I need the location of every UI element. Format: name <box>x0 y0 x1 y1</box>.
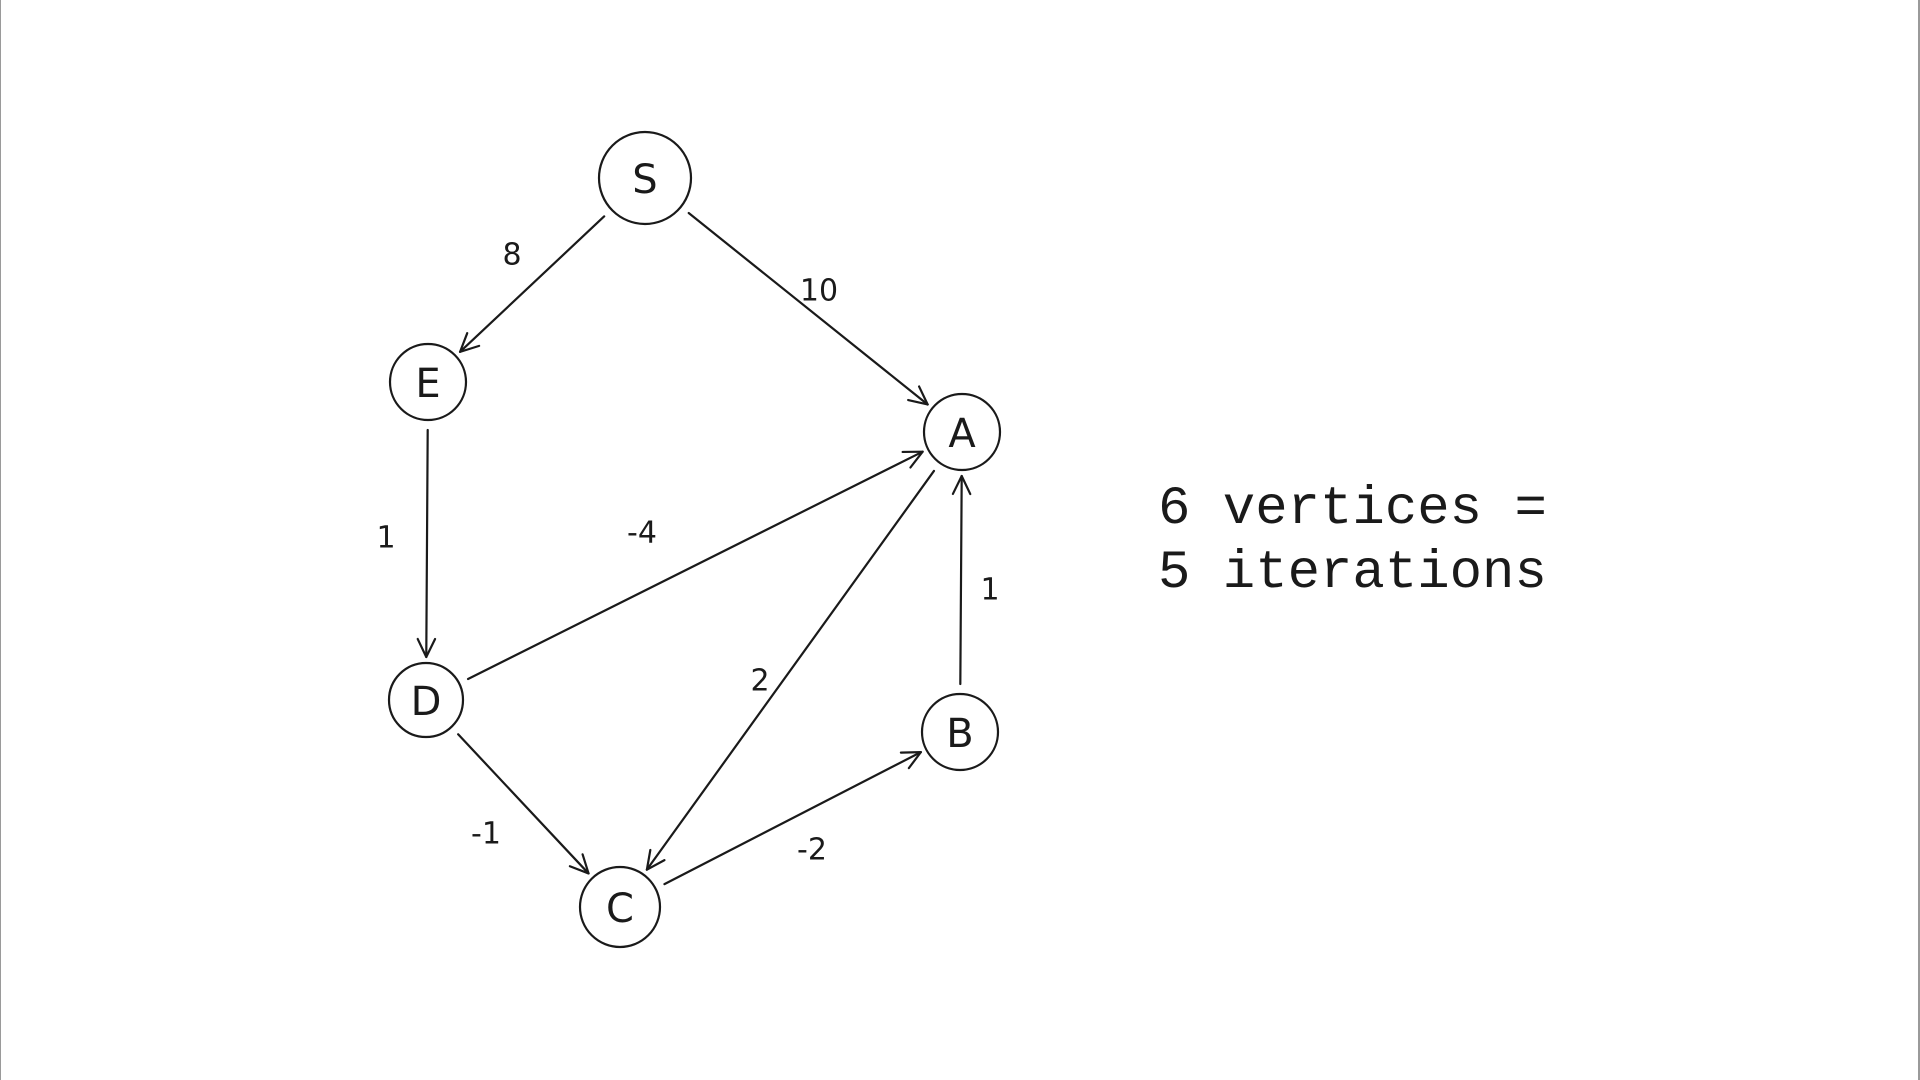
edge-line-s-e <box>458 215 606 353</box>
edge-line-a-c <box>645 469 936 871</box>
node-c: C <box>578 865 662 949</box>
node-e: E <box>388 342 468 422</box>
arrowhead-s-a <box>907 385 929 406</box>
edge-d-c: -1 <box>457 733 590 875</box>
edge-line-s-a <box>687 211 929 406</box>
node-label-s: S <box>632 157 657 203</box>
node-label-c: C <box>606 886 634 932</box>
node-b: B <box>920 692 1000 772</box>
arrowhead-s-e <box>458 332 481 353</box>
node-circle-e <box>388 342 468 422</box>
edge-line-b-a <box>959 474 963 686</box>
edge-weight-b-a: 1 <box>980 573 999 608</box>
node-label-e: E <box>415 361 440 407</box>
left-border <box>0 0 1 1080</box>
edge-weight-c-b: -2 <box>797 833 827 868</box>
note-line-1: 6 vertices = <box>1158 479 1547 540</box>
node-label-a: A <box>948 411 976 457</box>
node-circle-d <box>387 661 465 739</box>
edge-weight-e-d: 1 <box>376 521 395 556</box>
edge-line-d-a <box>466 450 924 681</box>
edges-layer: 8 10 1 -4 2 -1 -2 1 <box>376 211 1000 886</box>
edge-s-e: 8 <box>458 215 606 353</box>
arrowhead-e-d <box>416 637 437 659</box>
node-circle-b <box>920 692 1000 772</box>
arrowhead-b-a <box>951 474 972 496</box>
edge-weight-s-e: 8 <box>502 238 521 273</box>
edge-weight-s-a: 10 <box>800 274 838 309</box>
node-a: A <box>922 392 1002 472</box>
edge-line-d-c <box>457 733 590 875</box>
node-circle-c <box>578 865 662 949</box>
arrowhead-d-a <box>901 450 924 469</box>
note-line-2: 5 iterations <box>1158 543 1547 604</box>
arrowhead-a-c <box>645 848 666 871</box>
edge-line-e-d <box>425 428 429 659</box>
right-border <box>1918 0 1920 1080</box>
node-circle-s <box>597 130 693 226</box>
node-label-b: B <box>946 711 973 757</box>
edge-weight-a-c: 2 <box>750 664 769 699</box>
edge-c-b: -2 <box>663 751 922 886</box>
nodes-layer: S E A D B C <box>387 130 1002 949</box>
edge-e-d: 1 <box>376 428 437 659</box>
iterations-note: 6 vertices = 5 iterations <box>1158 478 1547 606</box>
arrowhead-c-b <box>899 751 922 770</box>
node-label-d: D <box>411 679 442 725</box>
edge-a-c: 2 <box>645 469 936 871</box>
edge-line-c-b <box>663 751 922 886</box>
edge-b-a: 1 <box>951 474 1000 686</box>
node-d: D <box>387 661 465 739</box>
edge-d-a: -4 <box>466 450 924 681</box>
edge-s-a: 10 <box>687 211 929 406</box>
node-circle-a <box>922 392 1002 472</box>
arrowhead-d-c <box>568 853 590 875</box>
node-s: S <box>597 130 693 226</box>
edge-weight-d-a: -4 <box>627 516 657 551</box>
edge-weight-d-c: -1 <box>471 817 501 852</box>
